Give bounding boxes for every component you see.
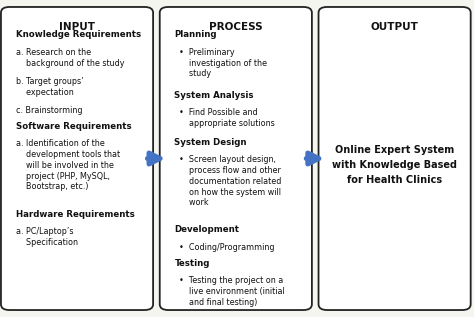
Text: Testing: Testing (174, 259, 210, 268)
Text: •  Testing the project on a
    live environment (initial
    and final testing): • Testing the project on a live environm… (179, 276, 285, 307)
FancyBboxPatch shape (160, 7, 312, 310)
Text: •  Preliminary
    investigation of the
    study: • Preliminary investigation of the study (179, 48, 267, 78)
Text: System Analysis: System Analysis (174, 91, 254, 100)
Text: a. Identification of the
    development tools that
    will be involved in the
: a. Identification of the development too… (16, 139, 120, 191)
Text: INPUT: INPUT (59, 22, 95, 32)
Text: Software Requirements: Software Requirements (16, 122, 131, 131)
Text: •  Find Possible and
    appropriate solutions: • Find Possible and appropriate solution… (179, 108, 275, 128)
Text: Hardware Requirements: Hardware Requirements (16, 210, 135, 218)
Text: Planning: Planning (174, 30, 217, 39)
Text: a. Research on the
    background of the study: a. Research on the background of the stu… (16, 48, 124, 68)
Text: Knowledge Requirements: Knowledge Requirements (16, 30, 141, 39)
FancyBboxPatch shape (319, 7, 471, 310)
Text: System Design: System Design (174, 138, 247, 146)
FancyBboxPatch shape (1, 7, 153, 310)
Text: PROCESS: PROCESS (209, 22, 263, 32)
Text: c. Brainstorming: c. Brainstorming (16, 106, 82, 115)
Text: b. Target groups’
    expectation: b. Target groups’ expectation (16, 77, 83, 97)
Text: a. PC/Laptop’s
    Specification: a. PC/Laptop’s Specification (16, 227, 78, 247)
Text: •  Screen layout design,
    process flow and other
    documentation related
  : • Screen layout design, process flow and… (179, 155, 282, 207)
Text: Development: Development (174, 225, 239, 234)
Text: Online Expert System
with Knowledge Based
for Health Clinics: Online Expert System with Knowledge Base… (332, 145, 457, 184)
Text: OUTPUT: OUTPUT (371, 22, 419, 32)
Text: •  Coding/Programming: • Coding/Programming (179, 243, 274, 252)
